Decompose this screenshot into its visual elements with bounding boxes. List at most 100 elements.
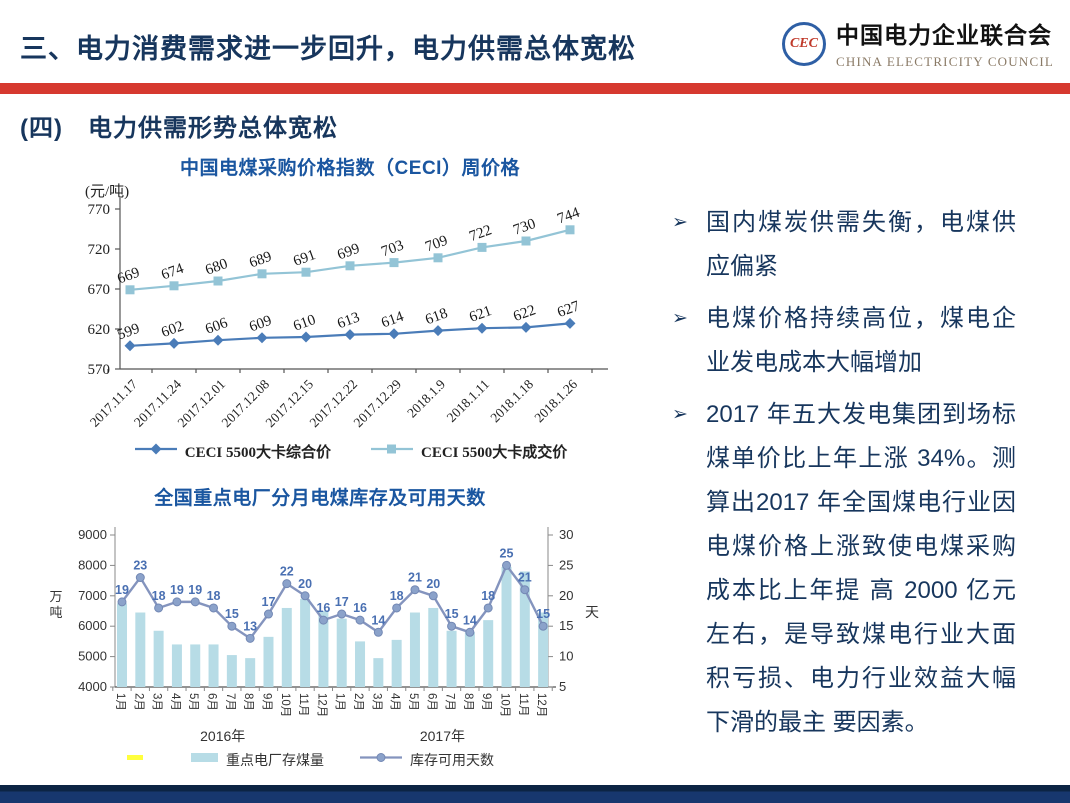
svg-text:691: 691: [291, 247, 318, 270]
cec-monogram: CEC: [789, 36, 818, 51]
legend-swatch-bar-icon: [190, 751, 220, 769]
svg-text:606: 606: [203, 315, 230, 338]
svg-text:2月: 2月: [132, 693, 144, 711]
svg-text:25: 25: [500, 546, 514, 560]
svg-text:22: 22: [280, 565, 294, 579]
svg-text:689: 689: [247, 249, 274, 272]
svg-text:10月: 10月: [279, 693, 291, 717]
footer-navy-bar: [0, 785, 1070, 803]
svg-text:20: 20: [298, 577, 312, 591]
svg-text:703: 703: [379, 237, 406, 260]
svg-text:1月: 1月: [114, 693, 126, 711]
svg-text:2018.1.26: 2018.1.26: [531, 376, 580, 425]
svg-text:17: 17: [262, 595, 276, 609]
legend-label: CECI 5500大卡综合价: [184, 445, 331, 461]
svg-text:669: 669: [115, 265, 142, 288]
svg-text:3月: 3月: [370, 693, 382, 711]
svg-text:6月: 6月: [206, 693, 218, 711]
yellow-highlight-dash: [127, 755, 143, 760]
chart2-axes: [110, 527, 556, 691]
cec-logo: CEC 中国电力企业联合会 CHINA ELECTRICITY COUNCIL: [781, 18, 1054, 70]
svg-text:5月: 5月: [407, 693, 419, 711]
svg-text:680: 680: [203, 256, 230, 279]
svg-text:13: 13: [243, 619, 257, 633]
bullet-text: 电煤价格持续高位，煤电企业发电成本大幅增加: [706, 305, 1016, 376]
svg-text:7月: 7月: [224, 693, 236, 711]
arrow-bullet-icon: ➢: [672, 212, 688, 233]
svg-text:9月: 9月: [260, 693, 272, 711]
chart1-legend: CECI 5500大卡综合价 CECI 5500大卡成交价: [60, 441, 640, 462]
svg-text:699: 699: [335, 241, 362, 264]
svg-text:19: 19: [170, 583, 184, 597]
svg-text:2018.1.11: 2018.1.11: [444, 377, 492, 425]
svg-text:25: 25: [559, 557, 573, 572]
svg-text:11月: 11月: [517, 693, 529, 716]
arrow-bullet-icon: ➢: [672, 404, 688, 425]
svg-text:7000: 7000: [78, 588, 107, 603]
series-square: 669 674 680 689 691 699 703 709 722 730 744: [115, 205, 582, 295]
svg-text:20: 20: [559, 588, 573, 603]
bullet-item: ➢ 电煤价格持续高位，煤电企业发电成本大幅增加: [672, 297, 1052, 385]
svg-text:18: 18: [390, 589, 404, 603]
legend-label: CECI 5500大卡成交价: [421, 445, 568, 461]
svg-text:6000: 6000: [78, 618, 107, 633]
logo-name-cn: 中国电力企业联合会: [835, 22, 1052, 48]
svg-text:2018.1.18: 2018.1.18: [487, 376, 536, 425]
svg-text:15: 15: [536, 607, 550, 621]
svg-text:614: 614: [379, 309, 406, 332]
logo-name-en: CHINA ELECTRICITY COUNCIL: [835, 53, 1054, 69]
svg-text:627: 627: [555, 298, 582, 321]
svg-text:15: 15: [445, 607, 459, 621]
svg-text:18: 18: [207, 589, 221, 603]
svg-text:709: 709: [423, 233, 450, 256]
svg-text:19: 19: [115, 583, 129, 597]
svg-text:2月: 2月: [352, 693, 364, 711]
bullet-panel: ➢ 国内煤炭供需失衡，电煤供应偏紧 ➢ 电煤价格持续高位，煤电企业发电成本大幅增…: [672, 201, 1052, 753]
ceci-price-line-chart: 7707206706205702017.11.172017.11.242017.…: [87, 198, 608, 430]
bullet-text: 国内煤炭供需失衡，电煤供应偏紧: [706, 209, 1016, 280]
svg-text:15: 15: [559, 618, 573, 633]
svg-text:610: 610: [291, 312, 318, 335]
legend-swatch-square-line-icon: [369, 442, 415, 461]
svg-text:4月: 4月: [389, 693, 401, 711]
svg-text:2017.12.29: 2017.12.29: [351, 376, 405, 430]
section-heading: (四) 电力供需形势总体宽松: [20, 115, 338, 142]
svg-text:770: 770: [88, 202, 111, 218]
svg-text:14: 14: [463, 613, 477, 627]
svg-text:620: 620: [88, 322, 111, 338]
svg-text:16: 16: [353, 601, 367, 615]
svg-text:8月: 8月: [462, 693, 474, 711]
chart1-title: 中国电煤采购价格指数（CECI）周价格: [180, 158, 520, 179]
svg-text:674: 674: [159, 261, 186, 284]
svg-text:2018.1.9: 2018.1.9: [404, 376, 448, 420]
svg-text:5: 5: [559, 679, 566, 694]
svg-text:621: 621: [467, 303, 494, 326]
svg-text:744: 744: [555, 205, 582, 228]
svg-text:670: 670: [88, 282, 111, 298]
legend-label: 库存可用天数: [410, 752, 494, 768]
svg-text:5000: 5000: [78, 649, 107, 664]
svg-text:599: 599: [115, 321, 142, 344]
series-diamond: 599 602 606 609 610 613 614 618 621 622 627: [115, 298, 582, 352]
svg-text:613: 613: [335, 309, 362, 332]
chart1-axes: [107, 198, 608, 373]
bullet-text: 2017 年五大发电集团到场标煤单价比上年上涨 34%。测算出2017 年全国煤…: [706, 401, 1016, 736]
svg-text:10月: 10月: [499, 693, 511, 717]
slide-title: 三、电力消费需求进一步回升，电力供需总体宽松: [20, 34, 636, 64]
svg-text:18: 18: [152, 589, 166, 603]
svg-text:720: 720: [88, 242, 111, 258]
svg-text:9月: 9月: [480, 693, 492, 711]
svg-text:8月: 8月: [242, 693, 254, 711]
legend-swatch-circle-line-icon: [358, 751, 404, 769]
svg-text:2016年: 2016年: [200, 728, 245, 744]
chart2-title: 全国重点电厂分月电煤库存及可用天数: [154, 488, 486, 509]
svg-text:6月: 6月: [425, 693, 437, 711]
red-divider-stripe: [0, 83, 1070, 94]
chart1-unit-label: (元/吨): [85, 184, 130, 200]
svg-text:10: 10: [559, 649, 573, 664]
svg-text:21: 21: [408, 571, 422, 585]
svg-text:9000: 9000: [78, 527, 107, 542]
cec-logo-badge-icon: CEC: [781, 22, 826, 66]
svg-text:19: 19: [188, 583, 202, 597]
